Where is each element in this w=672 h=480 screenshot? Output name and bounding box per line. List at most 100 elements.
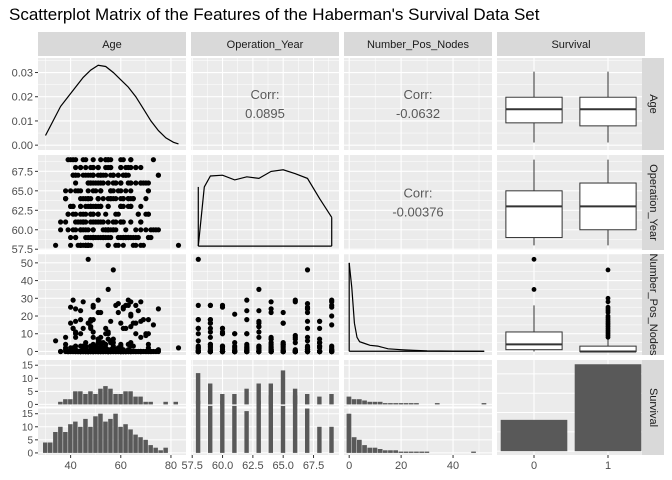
scatter-point [103,164,109,171]
scatter-point [150,322,156,328]
scatter-point [70,211,76,217]
scatter-point [128,219,134,225]
survival-bar [500,419,568,452]
histogram-bar [195,400,201,453]
scatter-point [268,336,274,342]
histogram-bar [208,383,213,405]
y-tick-label: 62.5 [12,205,33,217]
scatter-point [150,227,156,233]
scatter-point [256,329,262,335]
scatter-point [143,348,149,355]
scatter-point [133,331,139,337]
histogram-bar [346,396,352,405]
histogram-bar [408,451,414,453]
y-tick-label: 15 [22,409,34,420]
scatter-point [317,336,323,342]
histogram-bar [292,395,298,453]
scatter-point [280,348,286,355]
scatter-point [80,219,86,225]
histogram-bar [424,451,430,453]
histogram-bar [419,451,424,453]
scatter-point [70,297,76,303]
histogram-bar [305,394,310,405]
scatter-point [103,341,109,347]
boxplot-outlier [531,287,537,292]
histogram-bar [173,401,178,405]
y-tick-label: 30 [21,293,33,305]
y-tick-label: 0.02 [12,92,33,104]
scatter-point [95,180,101,186]
scatter-point [90,329,96,335]
scatter-point [70,348,76,355]
scatter-point [138,203,144,209]
histogram-bar [88,426,93,453]
x-tick-label: 0 [346,460,352,472]
scatter-point [130,320,136,326]
scatter-point [113,348,119,355]
histogram-bar [68,399,73,405]
scatter-point [123,172,129,178]
x-tick-label: 60.0 [212,460,233,472]
strip-label-top: Age [102,39,122,51]
strip-right-bg [642,254,664,355]
histogram-bar [268,383,273,405]
histogram-bar [256,400,261,453]
scatter-point [145,234,151,241]
boxplot-outlier [531,256,537,262]
scatter-point [118,320,124,326]
histogram-bar [48,442,53,453]
scatter-point [80,325,86,331]
scatter-point [108,157,114,163]
histogram-bar [138,396,143,405]
strip-label-top: Number_Pos_Nodes [367,39,470,51]
scatter-point [78,164,84,171]
scatter-point [95,164,101,171]
histogram-bar [103,421,108,453]
histogram-bar [377,449,383,453]
corr-label: Corr: [251,87,280,102]
scatter-point [73,334,79,340]
scatter-point [135,211,141,217]
scatter-point [329,302,335,308]
scatter-point [98,343,104,349]
y-tick-label: 10 [21,329,33,341]
scatter-point [256,320,262,326]
histogram-bar [113,394,118,405]
facet-gap [344,406,492,409]
scatter-point [155,347,161,353]
scatter-point [304,345,311,351]
scatter-point [105,329,111,335]
scatter-point [118,196,124,202]
scatter-point [90,157,96,163]
histogram-bar [388,450,393,453]
corr-value: 0.0895 [245,106,285,121]
strip-label-right: Age [647,94,659,114]
scatter-point [108,348,114,355]
scatter-point [138,219,144,225]
scatter-point [280,343,286,349]
x-tick-label: 65.0 [272,460,293,472]
scatter-point [268,341,274,347]
scatter-point [68,188,74,194]
histogram-bar [143,439,148,453]
scatter-point [268,309,274,316]
histogram-bar [414,451,419,453]
histogram-bar [220,394,225,405]
scatter-point [65,157,71,163]
histogram-bar [372,447,378,453]
facet-gap [38,406,186,409]
histogram-bar [195,373,201,405]
scatter-point [280,320,286,326]
histogram-bar [268,395,273,453]
strip-label-right: Number_Pos_Nodes [647,253,659,356]
scatter-point [207,343,213,349]
scatter-point [256,308,262,314]
scatter-point [115,309,121,316]
scatter-point [73,164,79,171]
scatter-point [90,227,96,233]
scatter-point [123,227,129,233]
scatter-point [78,227,84,233]
scatter-point [195,338,201,344]
y-tick-label: 67.5 [12,166,33,178]
scatter-point [128,203,134,209]
